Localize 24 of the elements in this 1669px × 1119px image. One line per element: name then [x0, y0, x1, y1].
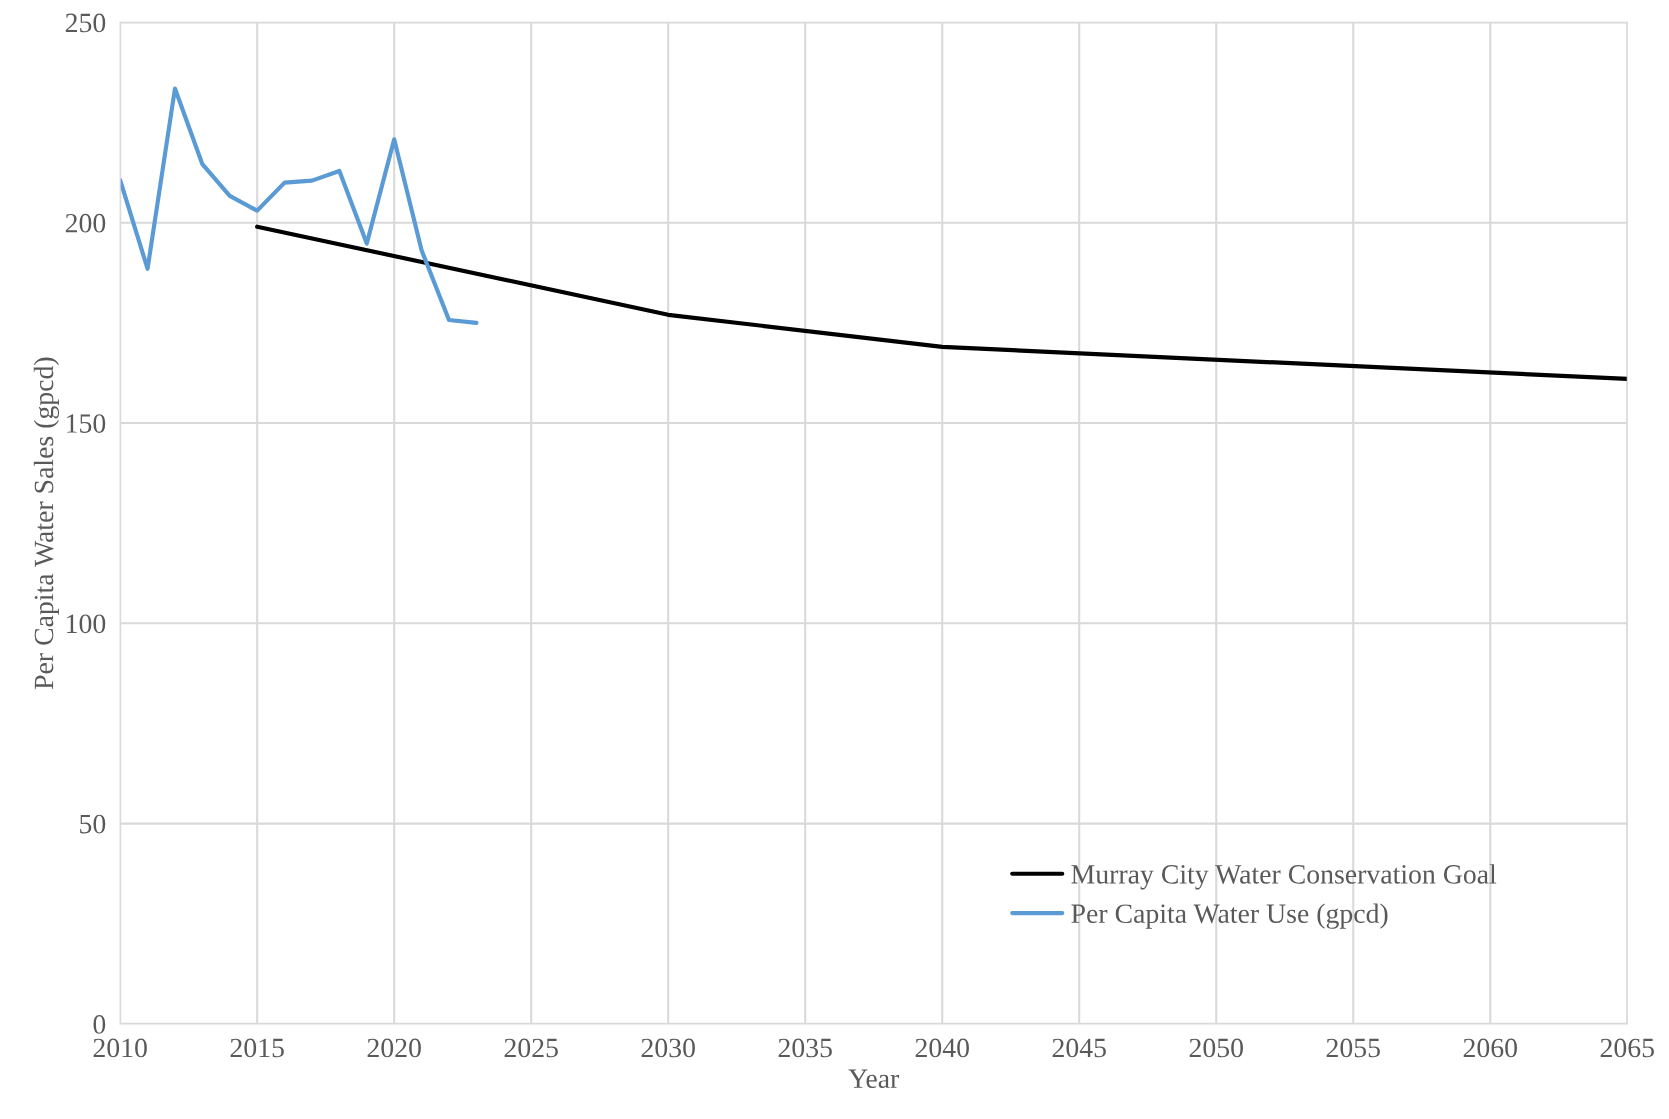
x-tick-label: 2035: [778, 1038, 832, 1058]
y-tick-label: 200: [65, 213, 106, 233]
x-tick-label: 2060: [1463, 1038, 1517, 1058]
x-tick-label: 2065: [1600, 1038, 1654, 1058]
legend-label: Murray City Water Conservation Goal: [1071, 864, 1497, 890]
x-tick-label: 2050: [1189, 1038, 1243, 1058]
y-axis-title: Per Capita Water Sales (gpcd): [33, 357, 60, 690]
x-tick-label: 2010: [93, 1038, 147, 1058]
y-tick-label: 0: [93, 1015, 106, 1034]
y-tick-label: 150: [67, 414, 106, 433]
y-tick-label: 250: [65, 13, 106, 33]
x-tick-label: 2045: [1052, 1038, 1106, 1058]
x-tick-label: 2015: [230, 1038, 284, 1058]
x-tick-label: 2025: [504, 1038, 558, 1058]
line-series: [255, 224, 1628, 382]
x-tick-label: 2020: [367, 1038, 421, 1058]
y-tick-label: 100: [67, 614, 106, 634]
legend-label: Per Capita Water Use (gpcd): [1071, 903, 1388, 929]
x-tick-label: 2055: [1326, 1038, 1380, 1058]
x-tick-label: 2030: [641, 1038, 695, 1058]
x-tick-label: 2040: [915, 1038, 969, 1058]
line-series: [120, 86, 479, 325]
y-tick-label: 50: [80, 814, 106, 834]
x-axis-title: Year: [848, 1069, 900, 1089]
